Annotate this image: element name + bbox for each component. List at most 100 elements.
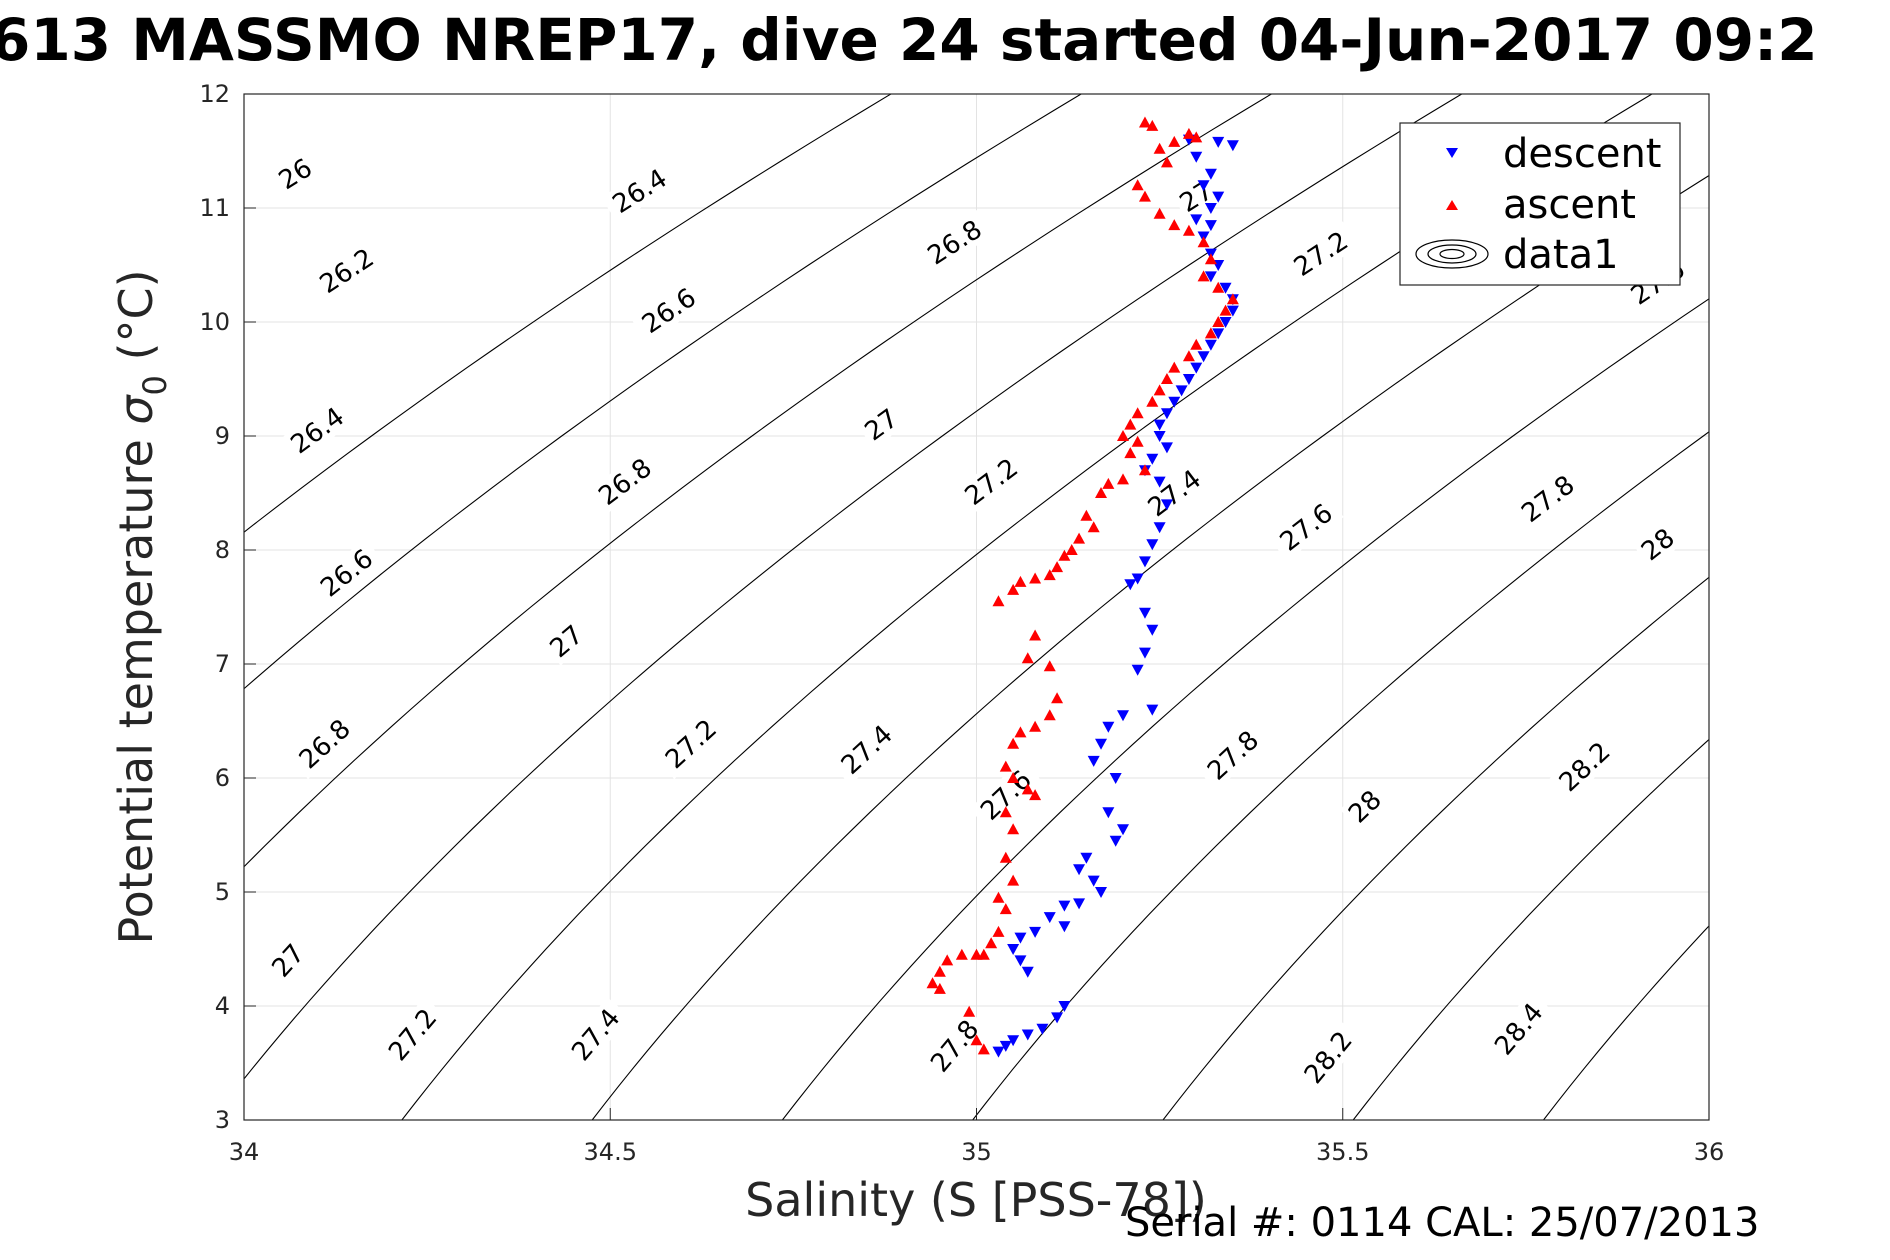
ascent-point: [1190, 131, 1203, 143]
descent-point: [1073, 864, 1086, 876]
descent-point: [1219, 317, 1232, 328]
ascent-point: [1131, 435, 1144, 447]
contour-label-bg: [1632, 520, 1683, 569]
contour-label-bg: [287, 708, 362, 780]
y-tick-label: 3: [215, 1106, 230, 1134]
contour-label-bg: [1483, 991, 1554, 1066]
ascent-point: [1021, 783, 1034, 795]
descent-point: [1138, 556, 1151, 568]
y-axis-subscript: 0: [136, 375, 174, 395]
ascent-point: [1212, 281, 1225, 293]
ascent-point: [1212, 316, 1225, 327]
ascent-point: [999, 903, 1012, 915]
descent-series: [992, 134, 1239, 1058]
descent-point: [1190, 362, 1203, 374]
y-axis-unit: (°C): [109, 269, 163, 360]
serial-calibration-text: Serial #: 0114 CAL: 25/07/2013: [1125, 1200, 1759, 1246]
ascent-point: [1131, 179, 1144, 191]
ascent-point: [1043, 660, 1056, 672]
chart-title: 613 MASSMO NREP17, dive 24 started 04-Ju…: [0, 6, 1818, 74]
contour-label-bg: [309, 538, 385, 608]
descent-point: [1102, 721, 1115, 733]
ascent-point: [1014, 575, 1027, 587]
descent-point: [1204, 203, 1217, 214]
ascent-point: [1029, 572, 1042, 584]
ascent-point: [985, 937, 998, 949]
ascent-point: [933, 982, 946, 994]
descent-point: [1204, 271, 1217, 283]
contour-label-bg: [1171, 173, 1222, 220]
descent-point: [1080, 852, 1093, 864]
x-tick-label: 35: [961, 1138, 992, 1166]
y-tick-label: 8: [215, 536, 230, 564]
contour-label-bg: [829, 714, 904, 785]
contour-line: [1734, 94, 1890, 1120]
ascent-point: [1007, 823, 1020, 835]
ascent-point: [1007, 874, 1020, 886]
ascent-point: [1065, 544, 1078, 555]
descent-point: [1182, 374, 1195, 385]
descent-point: [992, 1046, 1005, 1058]
descent-point: [1168, 396, 1181, 408]
descent-point: [1146, 624, 1159, 636]
descent-point: [1226, 140, 1239, 152]
ascent-point: [992, 925, 1005, 937]
ascent-point: [1138, 464, 1151, 476]
ascent-point: [1219, 304, 1232, 316]
ascent-point: [1182, 127, 1195, 139]
legend-ascent-label: ascent: [1503, 182, 1636, 228]
ascent-point: [1124, 447, 1137, 459]
ascent-point: [1051, 561, 1064, 573]
contour-label-bg: [1268, 493, 1344, 562]
contour-line: [1162, 576, 1709, 1120]
ascent-point: [1138, 116, 1151, 128]
ascent-point: [1168, 135, 1181, 147]
contour-line: [244, 94, 892, 533]
ascent-point: [1021, 652, 1034, 664]
contour-line: [781, 298, 1709, 1120]
y-axis-sigma: σ: [109, 394, 163, 425]
descent-point: [1051, 1012, 1064, 1024]
ascent-point: [1138, 190, 1151, 202]
y-tick-label: 7: [215, 650, 230, 678]
descent-point: [1124, 579, 1137, 591]
contour-line: [1352, 738, 1709, 1120]
descent-point: [1190, 214, 1203, 226]
descent-point: [1160, 442, 1173, 454]
ascent-point: [1146, 395, 1159, 407]
ascent-point: [941, 954, 954, 966]
legend-contour-icon: [1415, 239, 1489, 269]
descent-point: [1029, 926, 1042, 938]
ascent-point: [926, 977, 939, 989]
contour-label-bg: [1547, 731, 1622, 803]
descent-point: [1087, 755, 1100, 767]
ascent-point: [1153, 207, 1166, 219]
ascent-point: [1043, 569, 1056, 581]
contour-label-bg: [1510, 464, 1586, 533]
ascent-point: [1043, 709, 1056, 721]
descent-point: [1204, 220, 1217, 232]
descent-point: [999, 1040, 1012, 1052]
ascent-point: [1197, 236, 1210, 248]
ascent-point: [1160, 373, 1173, 384]
descent-point: [1131, 573, 1144, 585]
ascent-point: [955, 948, 968, 960]
contour-line: [244, 94, 1082, 690]
ascent-point: [1007, 737, 1020, 749]
contour-line: [1543, 925, 1709, 1120]
ascent-point: [1204, 327, 1217, 339]
contour-label-bg: [1136, 459, 1213, 527]
contour-label-bg: [541, 616, 592, 666]
descent-point: [1212, 328, 1225, 340]
x-tick-label: 35.5: [1316, 1138, 1369, 1166]
ascent-point: [1190, 338, 1203, 350]
descent-point: [1021, 1029, 1034, 1041]
descent-point: [1160, 499, 1173, 511]
descent-point: [1197, 180, 1210, 192]
ascent-point: [1117, 430, 1129, 441]
ascent-point: [1029, 789, 1042, 801]
x-axis-label: Salinity (S [PSS-78]): [745, 1173, 1207, 1227]
ascent-point: [1029, 720, 1042, 732]
contour-label-bg: [916, 209, 993, 275]
